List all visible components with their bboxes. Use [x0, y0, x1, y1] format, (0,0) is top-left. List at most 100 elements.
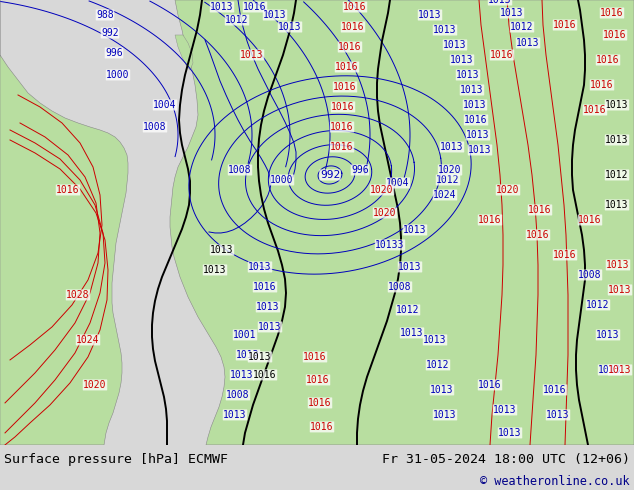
Text: 1008: 1008	[578, 270, 602, 280]
Text: 992: 992	[101, 28, 119, 38]
Text: 1008: 1008	[226, 390, 250, 400]
Text: 1016: 1016	[330, 142, 354, 152]
Text: 996: 996	[351, 165, 369, 175]
Text: 1016: 1016	[543, 385, 567, 395]
Text: 1016: 1016	[333, 82, 357, 92]
Text: 1013: 1013	[450, 55, 474, 65]
Text: 1016: 1016	[478, 380, 501, 390]
Text: 1013: 1013	[605, 135, 629, 145]
Text: 1016: 1016	[306, 375, 330, 385]
Text: 1016: 1016	[343, 2, 366, 12]
Text: 1016: 1016	[243, 2, 267, 12]
Text: Surface pressure [hPa] ECMWF: Surface pressure [hPa] ECMWF	[4, 453, 228, 466]
Text: 1013: 1013	[605, 100, 629, 110]
Text: 1016: 1016	[553, 250, 577, 260]
Text: 1013: 1013	[249, 262, 272, 272]
Text: 1016: 1016	[578, 215, 602, 225]
Text: 1016: 1016	[478, 215, 501, 225]
Text: 1016: 1016	[56, 185, 80, 195]
Text: 1013: 1013	[424, 335, 447, 345]
Text: 1024: 1024	[76, 335, 100, 345]
Text: 988: 988	[96, 10, 114, 20]
Text: 1012: 1012	[586, 300, 610, 310]
Polygon shape	[175, 35, 193, 70]
Text: 1013: 1013	[493, 405, 517, 415]
Text: 996: 996	[105, 48, 123, 58]
Text: 1012: 1012	[396, 305, 420, 315]
Text: 1016: 1016	[526, 230, 550, 240]
Text: 1013: 1013	[278, 22, 302, 32]
Text: 10133: 10133	[375, 240, 404, 250]
Text: 1013: 1013	[608, 285, 631, 295]
Text: 1013: 1013	[608, 365, 631, 375]
Text: 1001: 1001	[233, 330, 257, 340]
Text: 1013: 1013	[240, 50, 264, 60]
Text: © weatheronline.co.uk: © weatheronline.co.uk	[481, 475, 630, 489]
Text: 1013: 1013	[258, 322, 281, 332]
Text: Fr 31-05-2024 18:00 UTC (12+06): Fr 31-05-2024 18:00 UTC (12+06)	[382, 453, 630, 466]
Text: 1016: 1016	[596, 55, 620, 65]
Text: 1013: 1013	[263, 10, 287, 20]
Text: 1016: 1016	[303, 352, 327, 362]
Text: 1013: 1013	[516, 38, 540, 48]
Text: 1013: 1013	[500, 8, 524, 18]
Text: 1013: 1013	[400, 328, 424, 338]
Text: 1012: 1012	[225, 15, 249, 25]
Text: 1013: 1013	[443, 40, 467, 50]
Text: 1013: 1013	[596, 330, 620, 340]
Text: 1016: 1016	[339, 42, 362, 52]
Text: 1012: 1012	[605, 170, 629, 180]
Text: 1013: 1013	[210, 2, 234, 12]
Text: 1013: 1013	[466, 130, 489, 140]
Text: 1013: 1013	[236, 350, 260, 360]
Text: 1013: 1013	[398, 262, 422, 272]
Text: 1013: 1013	[605, 200, 629, 210]
Text: 1013: 1013	[456, 70, 480, 80]
Text: 1013: 1013	[440, 142, 463, 152]
Text: 992: 992	[320, 170, 340, 180]
Text: 1008: 1008	[388, 282, 411, 292]
Text: 1013: 1013	[249, 352, 272, 362]
Text: 1016: 1016	[310, 422, 333, 432]
Text: 1016: 1016	[253, 282, 277, 292]
Text: 1000: 1000	[270, 175, 294, 185]
Text: 1016: 1016	[603, 30, 627, 40]
Text: 1012: 1012	[510, 22, 534, 32]
Text: 1013: 1013	[403, 225, 427, 235]
Text: 1013: 1013	[433, 410, 456, 420]
Text: 1013: 1013	[256, 302, 280, 312]
Text: 1016: 1016	[583, 105, 607, 115]
Text: 1013: 1013	[498, 428, 522, 438]
Text: 1013: 1013	[488, 0, 512, 5]
Text: 1012: 1012	[426, 360, 450, 370]
Text: 1020: 1020	[373, 208, 397, 218]
Text: 1016: 1016	[590, 80, 614, 90]
Text: 1013: 1013	[463, 100, 487, 110]
Text: 1013: 1013	[606, 260, 630, 270]
Text: 1016: 1016	[464, 115, 488, 125]
Text: 1016: 1016	[308, 398, 332, 408]
Text: 1013: 1013	[210, 245, 234, 255]
Text: 1020: 1020	[370, 185, 394, 195]
Text: 1028: 1028	[66, 290, 90, 300]
Text: 1013: 1013	[598, 365, 622, 375]
Text: 1013: 1013	[469, 145, 492, 155]
Text: 1016: 1016	[528, 205, 552, 215]
Text: 1024: 1024	[433, 190, 456, 200]
Text: 1013: 1013	[430, 385, 454, 395]
Text: 1016: 1016	[490, 50, 514, 60]
Text: 1020: 1020	[438, 165, 462, 175]
Text: 1008: 1008	[143, 122, 167, 132]
Text: 1020: 1020	[83, 380, 107, 390]
Text: 1016: 1016	[553, 20, 577, 30]
Text: 1013: 1013	[547, 410, 570, 420]
Text: 1016: 1016	[330, 122, 354, 132]
Text: 1013: 1013	[230, 370, 254, 380]
Text: 1013: 1013	[204, 265, 227, 275]
Text: 1016: 1016	[600, 8, 624, 18]
Polygon shape	[170, 0, 634, 445]
Text: 1013: 1013	[433, 25, 456, 35]
Text: 1013: 1013	[418, 10, 442, 20]
Text: 1004: 1004	[386, 178, 410, 188]
Text: 1016: 1016	[341, 22, 365, 32]
